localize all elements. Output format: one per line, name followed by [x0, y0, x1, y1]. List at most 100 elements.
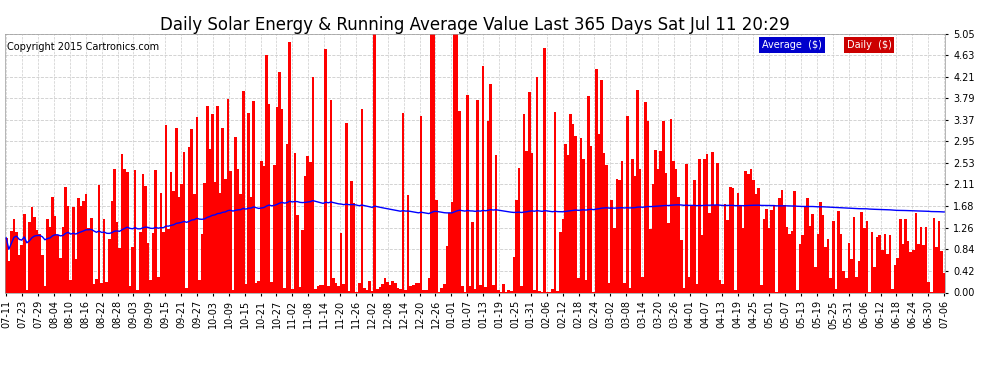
Bar: [420, 116, 423, 292]
Bar: [809, 225, 812, 292]
Bar: [301, 230, 304, 292]
Bar: [662, 120, 664, 292]
Bar: [188, 147, 190, 292]
Bar: [203, 183, 206, 292]
Bar: [126, 172, 129, 292]
Bar: [31, 207, 34, 292]
Bar: [443, 284, 446, 292]
Bar: [72, 207, 74, 292]
Bar: [709, 213, 711, 292]
Bar: [254, 283, 257, 292]
Bar: [468, 286, 471, 292]
Bar: [41, 255, 44, 292]
Bar: [417, 283, 420, 292]
Bar: [330, 100, 333, 292]
Bar: [878, 235, 881, 292]
Bar: [587, 96, 590, 292]
Text: Average  ($): Average ($): [762, 40, 822, 50]
Bar: [157, 277, 159, 292]
Bar: [531, 153, 534, 292]
Bar: [425, 291, 428, 292]
Bar: [577, 278, 579, 292]
Bar: [430, 34, 433, 292]
Bar: [855, 278, 858, 292]
Bar: [162, 232, 164, 292]
Bar: [786, 227, 788, 292]
Bar: [564, 144, 566, 292]
Bar: [940, 251, 942, 292]
Bar: [283, 288, 286, 292]
Bar: [15, 231, 18, 292]
Bar: [629, 288, 631, 292]
Bar: [410, 286, 412, 292]
Bar: [273, 165, 275, 292]
Bar: [688, 278, 690, 292]
Bar: [193, 194, 196, 292]
Bar: [510, 291, 513, 292]
Bar: [98, 185, 100, 292]
Bar: [224, 179, 227, 292]
Bar: [82, 201, 85, 292]
Bar: [850, 259, 852, 292]
Bar: [724, 204, 727, 292]
Bar: [791, 231, 793, 292]
Bar: [804, 206, 806, 292]
Bar: [556, 291, 559, 292]
Bar: [579, 138, 582, 292]
Bar: [240, 194, 242, 292]
Bar: [585, 280, 587, 292]
Bar: [656, 169, 659, 292]
Bar: [915, 213, 917, 292]
Bar: [515, 200, 518, 292]
Bar: [436, 200, 438, 292]
Bar: [18, 255, 21, 292]
Bar: [675, 169, 677, 292]
Bar: [646, 122, 649, 292]
Bar: [466, 94, 468, 292]
Bar: [455, 34, 458, 292]
Bar: [714, 205, 716, 292]
Bar: [711, 152, 714, 292]
Bar: [113, 169, 116, 292]
Bar: [534, 291, 536, 292]
Bar: [296, 215, 299, 292]
Bar: [780, 190, 783, 292]
Bar: [838, 211, 840, 292]
Bar: [151, 233, 154, 292]
Bar: [479, 285, 482, 292]
Bar: [706, 154, 709, 292]
Bar: [458, 111, 461, 292]
Bar: [402, 113, 404, 292]
Bar: [397, 288, 399, 292]
Bar: [322, 285, 325, 292]
Bar: [812, 214, 814, 292]
Bar: [716, 163, 719, 292]
Bar: [484, 287, 487, 292]
Bar: [51, 197, 53, 292]
Bar: [825, 247, 827, 292]
Bar: [149, 280, 151, 292]
Bar: [621, 160, 624, 292]
Bar: [817, 234, 819, 292]
Bar: [154, 170, 157, 292]
Bar: [624, 282, 626, 292]
Bar: [209, 148, 211, 292]
Bar: [822, 215, 825, 292]
Bar: [159, 193, 162, 292]
Bar: [373, 34, 376, 292]
Bar: [242, 91, 245, 292]
Bar: [170, 172, 172, 292]
Bar: [482, 66, 484, 292]
Bar: [100, 284, 103, 292]
Bar: [732, 188, 735, 292]
Bar: [889, 236, 891, 292]
Bar: [129, 286, 132, 292]
Bar: [523, 114, 526, 292]
Bar: [742, 228, 744, 292]
Bar: [884, 234, 886, 292]
Bar: [428, 278, 430, 292]
Bar: [886, 254, 889, 292]
Bar: [87, 228, 90, 292]
Bar: [827, 239, 830, 292]
Bar: [582, 159, 585, 292]
